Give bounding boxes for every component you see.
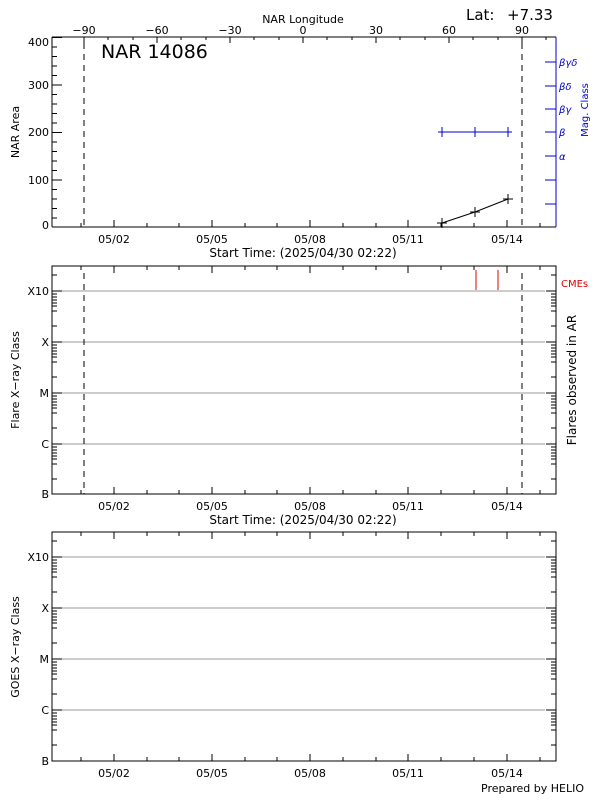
svg-text:100: 100 [28,174,49,187]
svg-text:−60: −60 [145,24,168,37]
mag-class-ticks [545,61,556,205]
longitude-ticks [83,37,547,43]
goes-y-axis-title: GOES X−ray Class [9,596,22,698]
svg-text:α: α [559,152,566,163]
flare-x-ticks [80,266,541,494]
svg-text:05/08: 05/08 [294,767,326,780]
flare-right-ticks [546,274,556,480]
longitude-axis-title: NAR Longitude [262,13,344,26]
svg-text:β: β [558,128,566,139]
svg-text:X10: X10 [27,551,49,564]
latitude-value: +7.33 [507,6,553,24]
goes-y-ticks [52,540,62,746]
svg-text:βγ: βγ [558,105,572,116]
cme-markers [475,270,499,290]
mag-class-axis-title: Mag. Class [580,83,591,137]
cme-legend-label: CMEs [561,279,588,290]
svg-text:05/08: 05/08 [294,233,326,246]
svg-text:X10: X10 [27,285,49,298]
svg-text:X: X [41,602,49,615]
svg-text:05/14: 05/14 [491,233,523,246]
svg-text:05/05: 05/05 [196,233,228,246]
mag-class-tick-labels: βγδ βδ βγ β α [558,58,577,163]
panel-flares: X10 X M C B Flare X−ray Class Flares obs… [9,265,588,501]
area-y-ticks [52,37,62,228]
goes-x-tick-labels: 05/02 05/05 05/08 05/11 05/14 [98,767,523,780]
svg-text:−90: −90 [72,24,95,37]
goes-right-ticks [546,540,556,746]
panel-goes: X10 X M C B GOES X−ray Class [9,531,557,768]
svg-text:300: 300 [28,79,49,92]
svg-text:05/05: 05/05 [196,767,228,780]
svg-text:05/11: 05/11 [392,233,424,246]
svg-text:X: X [41,336,49,349]
svg-text:05/11: 05/11 [392,500,424,513]
svg-text:βδ: βδ [558,82,572,93]
svg-text:05/11: 05/11 [392,767,424,780]
flare-y-axis-title: Flare X−ray Class [9,331,22,429]
mag-class-series [438,127,512,137]
svg-text:05/05: 05/05 [196,500,228,513]
area-x-ticks [80,220,541,227]
svg-text:05/02: 05/02 [98,500,130,513]
area-x-axis-title: Start Time: (2025/04/30 02:22) [209,246,396,260]
svg-text:0: 0 [300,24,307,37]
svg-text:B: B [41,755,49,768]
area-series [437,194,513,228]
region-title: NAR 14086 [101,41,208,63]
svg-text:0: 0 [42,219,49,232]
svg-text:−30: −30 [218,24,241,37]
longitude-tick-labels: −90 −60 −30 0 30 60 90 [72,24,529,37]
panel-nar-area: 400 300 200 100 0 NAR Area [9,36,591,232]
svg-text:30: 30 [369,24,383,37]
area-y-tick-labels: 400 300 200 100 0 [28,36,49,232]
svg-text:05/14: 05/14 [491,767,523,780]
flare-right-axis-title: Flares observed in AR [565,315,579,445]
svg-text:05/08: 05/08 [294,500,326,513]
goes-x-ticks [80,532,541,761]
latitude-label: Lat: [466,6,494,24]
svg-text:400: 400 [28,36,49,49]
goes-y-tick-labels: X10 X M C B [27,551,49,768]
flare-gridlines [62,290,545,445]
goes-gridlines [62,556,545,711]
svg-text:B: B [41,488,49,501]
flare-y-tick-labels: X10 X M C B [27,285,49,501]
flare-x-axis-title: Start Time: (2025/04/30 02:22) [209,513,396,527]
svg-text:βγδ: βγδ [558,58,577,69]
area-y-axis-title: NAR Area [9,106,22,158]
svg-text:C: C [41,438,49,451]
svg-text:200: 200 [28,126,49,139]
footer-credit: Prepared by HELIO [481,782,584,795]
flare-x-tick-labels: 05/02 05/05 05/08 05/11 05/14 [98,500,523,513]
svg-text:05/02: 05/02 [98,233,130,246]
area-x-tick-labels: 05/02 05/05 05/08 05/11 05/14 [98,233,523,246]
svg-text:90: 90 [515,24,529,37]
flare-y-ticks [52,274,62,480]
svg-text:60: 60 [442,24,456,37]
svg-text:C: C [41,704,49,717]
svg-text:M: M [40,387,50,400]
svg-text:M: M [40,653,50,666]
svg-text:05/02: 05/02 [98,767,130,780]
svg-text:05/14: 05/14 [491,500,523,513]
